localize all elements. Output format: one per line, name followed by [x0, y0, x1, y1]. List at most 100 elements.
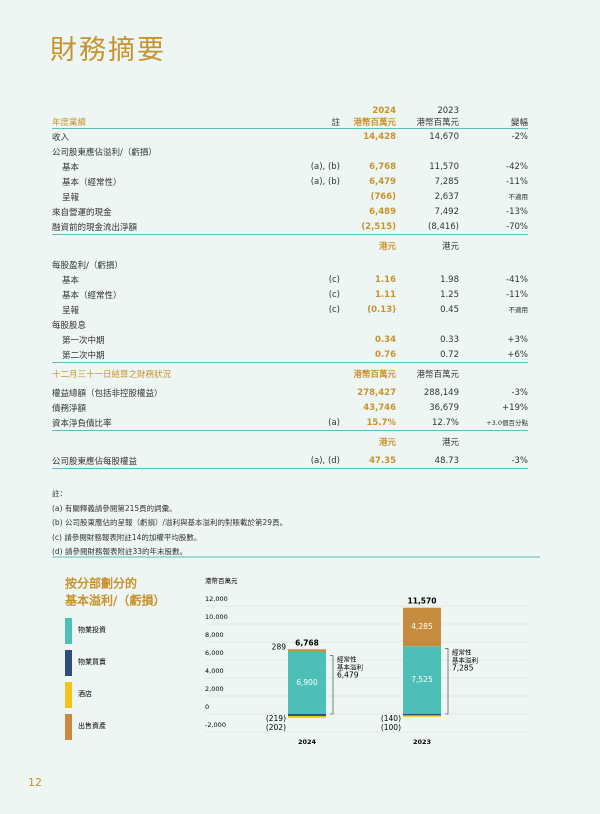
table-cell: 0.33: [396, 332, 459, 347]
table-cell: 呈報: [52, 189, 282, 204]
legend-swatch: [65, 650, 72, 676]
cell-text: 48.73: [434, 455, 459, 466]
table-cell: [282, 347, 340, 363]
cell-text: 港元: [441, 242, 459, 252]
y-axis-label: 港幣百萬元: [205, 576, 238, 585]
table-cell: 1.25: [396, 287, 459, 302]
table-cell: 6,768: [340, 159, 396, 174]
table-row: 第一次中期 0.34 0.33 +3%: [52, 332, 528, 347]
table-cell: 呈報: [52, 302, 282, 317]
table-cell: 基本（經常性）: [52, 174, 282, 189]
header-cell: 年度業績: [52, 104, 282, 129]
table-cell: [282, 189, 340, 204]
cell-text: 基本（經常性）: [62, 177, 122, 188]
cell-text: -13%: [506, 206, 528, 217]
cell-text: 0.33: [440, 334, 459, 345]
table-cell: 36,679: [396, 400, 459, 415]
cell-text: 0.45: [440, 304, 459, 315]
table-cell: [459, 144, 528, 159]
table-cell: 公司股東應佔每股權益: [52, 453, 282, 469]
table-cell: [459, 430, 528, 453]
table-cell: [52, 234, 282, 257]
cell-text: (a), (d): [310, 455, 340, 466]
table-cell: (766): [340, 189, 396, 204]
summary-table: 年度業績 註 2024 港幣百萬元 2023 港幣百萬元 變幅 收入 14,428 14,670 -…: [52, 104, 528, 469]
cell-text: +3.0個百分點: [486, 419, 528, 427]
chart-title: 基本溢利/（虧損）: [64, 593, 165, 608]
table-cell: 1.11: [340, 287, 396, 302]
bar-segment: [403, 714, 441, 716]
cell-text: 基本: [62, 275, 80, 286]
cell-text: 每股股息: [52, 320, 87, 331]
table-cell: 278,427: [340, 385, 396, 400]
table-cell: 1.98: [396, 272, 459, 287]
table-row: 呈報 (766) 2,637 不適用: [52, 189, 528, 204]
cell-text: 債務淨額: [52, 403, 87, 414]
cell-text: 2,637: [434, 191, 459, 202]
y-tick-label: 0: [205, 703, 209, 711]
table-cell: +3%: [459, 332, 528, 347]
cell-text: 港元: [378, 242, 396, 252]
cell-text: 港元: [378, 438, 396, 448]
table-cell: 7,285: [396, 174, 459, 189]
bar-segment: [403, 715, 441, 717]
cell-text: -42%: [506, 161, 528, 172]
cell-text: 0.72: [440, 349, 459, 360]
cell-text: 36,679: [429, 402, 459, 413]
cell-text: (8,416): [428, 221, 459, 232]
cell-text: -2%: [511, 131, 528, 142]
cell-text: 278,427: [357, 387, 396, 398]
table-cell: 公司股東應佔溢利/（虧損）: [52, 144, 282, 159]
table-row: 基本（經常性） (a), (b) 6,479 7,285 -11%: [52, 174, 528, 189]
bracket: [330, 655, 334, 715]
header-text: 年度業績: [52, 118, 87, 128]
cell-text: 6,489: [369, 206, 396, 217]
cell-text: 不適用: [508, 193, 529, 201]
cell-text: 權益總額（包括非控股權益）: [52, 388, 163, 399]
table-cell: [340, 144, 396, 159]
table-row: 港元 港元: [52, 234, 528, 257]
header-text: 港幣百萬元: [416, 118, 459, 128]
table-cell: [340, 257, 396, 272]
table-cell: 11,570: [396, 159, 459, 174]
cell-text: +6%: [507, 349, 528, 360]
x-tick-label: 2024: [298, 738, 317, 746]
table-row: 公司股東應佔每股權益 (a), (d) 47.35 48.73 -3%: [52, 453, 528, 469]
cell-text: -70%: [506, 221, 528, 232]
cell-text: 47.35: [369, 455, 396, 466]
legend-label: 物業投資: [78, 625, 106, 634]
table-cell: 1.16: [340, 272, 396, 287]
table-cell: 47.35: [340, 453, 396, 469]
table-cell: (a), (b): [282, 159, 340, 174]
table-cell: -3%: [459, 385, 528, 400]
annotation-text: 基本溢利: [337, 663, 363, 672]
table-cell: [282, 144, 340, 159]
table-cell: -13%: [459, 204, 528, 219]
segment-label: 289: [272, 642, 287, 651]
table-cell: (c): [282, 302, 340, 317]
annotation-text: 經常性: [337, 655, 357, 664]
table-row: 呈報 (c) (0.13) 0.45 不適用: [52, 302, 528, 317]
cell-text: +19%: [501, 402, 528, 413]
cell-text: 港幣百萬元: [353, 370, 396, 380]
legend-label: 出售資產: [78, 721, 106, 730]
cell-text: -3%: [511, 387, 528, 398]
table-cell: -70%: [459, 219, 528, 235]
table-cell: 每股盈利/（虧損）: [52, 257, 282, 272]
table-cell: +19%: [459, 400, 528, 415]
cell-text: 1.16: [375, 274, 396, 285]
table-cell: 0.76: [340, 347, 396, 363]
table-cell: 288,149: [396, 385, 459, 400]
table-cell: [282, 400, 340, 415]
cell-text: (766): [370, 191, 396, 202]
table-cell: -11%: [459, 287, 528, 302]
cell-text: (c): [328, 289, 340, 300]
page-number: 12: [28, 776, 42, 789]
table-row: 來自營運的現金 6,489 7,492 -13%: [52, 204, 528, 219]
notes-title: 註：: [52, 489, 67, 498]
bar-segment: [288, 715, 326, 718]
header-text: 2023: [437, 106, 459, 116]
cell-text: 公司股東應佔溢利/（虧損）: [52, 147, 157, 158]
